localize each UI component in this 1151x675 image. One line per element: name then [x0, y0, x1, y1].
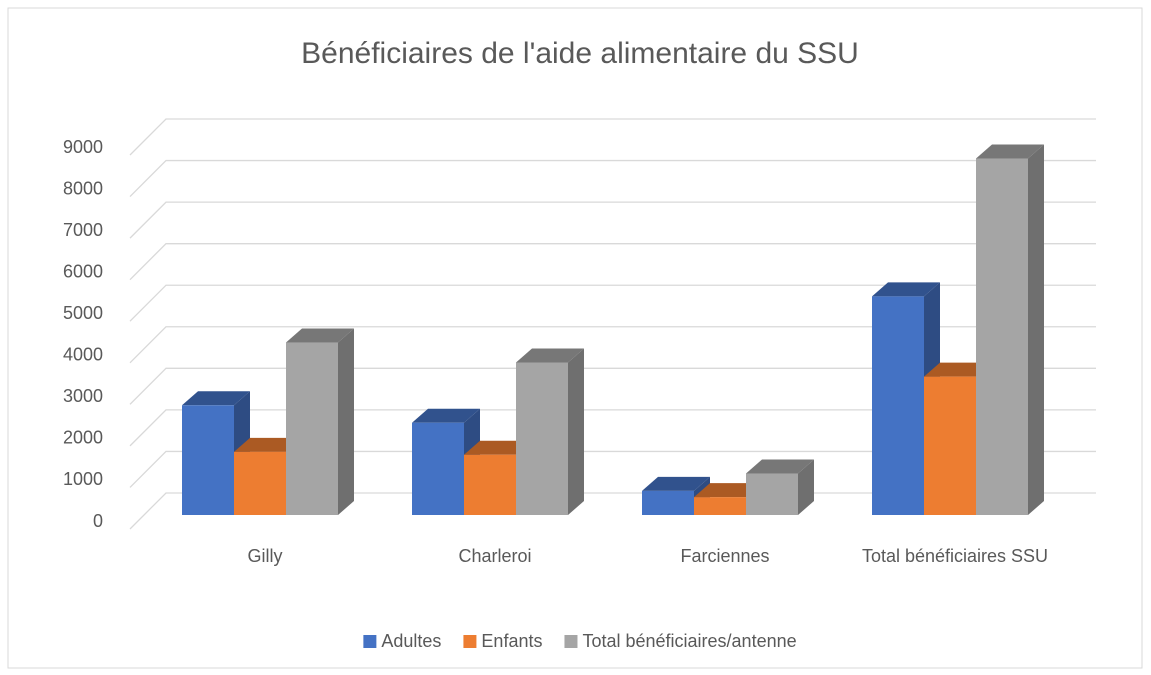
- legend-label: Total bénéficiaires/antenne: [582, 631, 796, 651]
- bar: [746, 473, 798, 515]
- legend-swatch: [463, 635, 477, 648]
- bar: [286, 342, 338, 515]
- y-tick-label: 1000: [63, 469, 103, 489]
- chart-border: [7, 7, 1143, 669]
- x-tick-label: Total bénéficiaires SSU: [861, 546, 1049, 566]
- grid-line: [129, 243, 1096, 281]
- grid-line: [129, 201, 1096, 239]
- bar-side: [568, 348, 584, 515]
- bar: [516, 362, 568, 515]
- bar-top: [464, 440, 532, 455]
- y-tick-label: 7000: [63, 220, 103, 240]
- bar: [464, 454, 516, 515]
- y-tick-label: 9000: [63, 137, 103, 157]
- grid-line: [129, 450, 1096, 488]
- grid-line: [129, 118, 1096, 156]
- chart-title: Bénéficiaires de l'aide alimentaire du S…: [301, 37, 859, 70]
- y-tick-label: 4000: [63, 345, 103, 365]
- bar-side: [1028, 144, 1044, 515]
- bar-top: [234, 437, 302, 452]
- y-tick-label: 2000: [63, 428, 103, 448]
- bar: [694, 497, 746, 515]
- y-tick-label: 8000: [63, 178, 103, 198]
- bar: [924, 376, 976, 515]
- bar-top: [976, 144, 1044, 159]
- bar: [234, 451, 286, 515]
- x-tick-label: Farciennes: [680, 546, 770, 566]
- bar: [976, 158, 1028, 515]
- grid-line: [129, 284, 1096, 322]
- y-tick-label: 0: [93, 511, 103, 531]
- x-tick-label: Gilly: [247, 546, 283, 566]
- bar-top: [872, 282, 940, 297]
- bar-top: [286, 328, 354, 343]
- legend-label: Enfants: [481, 631, 542, 651]
- legend-label: Adultes: [381, 631, 441, 651]
- bar-top: [182, 391, 250, 406]
- y-tick-label: 5000: [63, 303, 103, 323]
- legend-swatch: [363, 635, 377, 648]
- bar: [642, 490, 694, 515]
- bar: [182, 405, 234, 515]
- bar-top: [694, 483, 762, 498]
- bar: [872, 296, 924, 515]
- x-tick-label: Charleroi: [458, 546, 532, 566]
- grid-line: [129, 409, 1096, 447]
- bar-top: [412, 408, 480, 423]
- y-tick-label: 3000: [63, 386, 103, 406]
- bar-side: [798, 459, 814, 515]
- bar-top: [516, 348, 584, 363]
- bar-top: [746, 459, 814, 474]
- legend-swatch: [564, 635, 578, 648]
- bar: [412, 422, 464, 515]
- bar-top: [642, 476, 710, 491]
- grid-line: [129, 367, 1096, 405]
- grid-line: [129, 159, 1096, 198]
- bar-top: [924, 362, 992, 377]
- grid-line: [129, 326, 1096, 364]
- bar-side: [338, 328, 354, 515]
- y-tick-label: 6000: [63, 261, 103, 281]
